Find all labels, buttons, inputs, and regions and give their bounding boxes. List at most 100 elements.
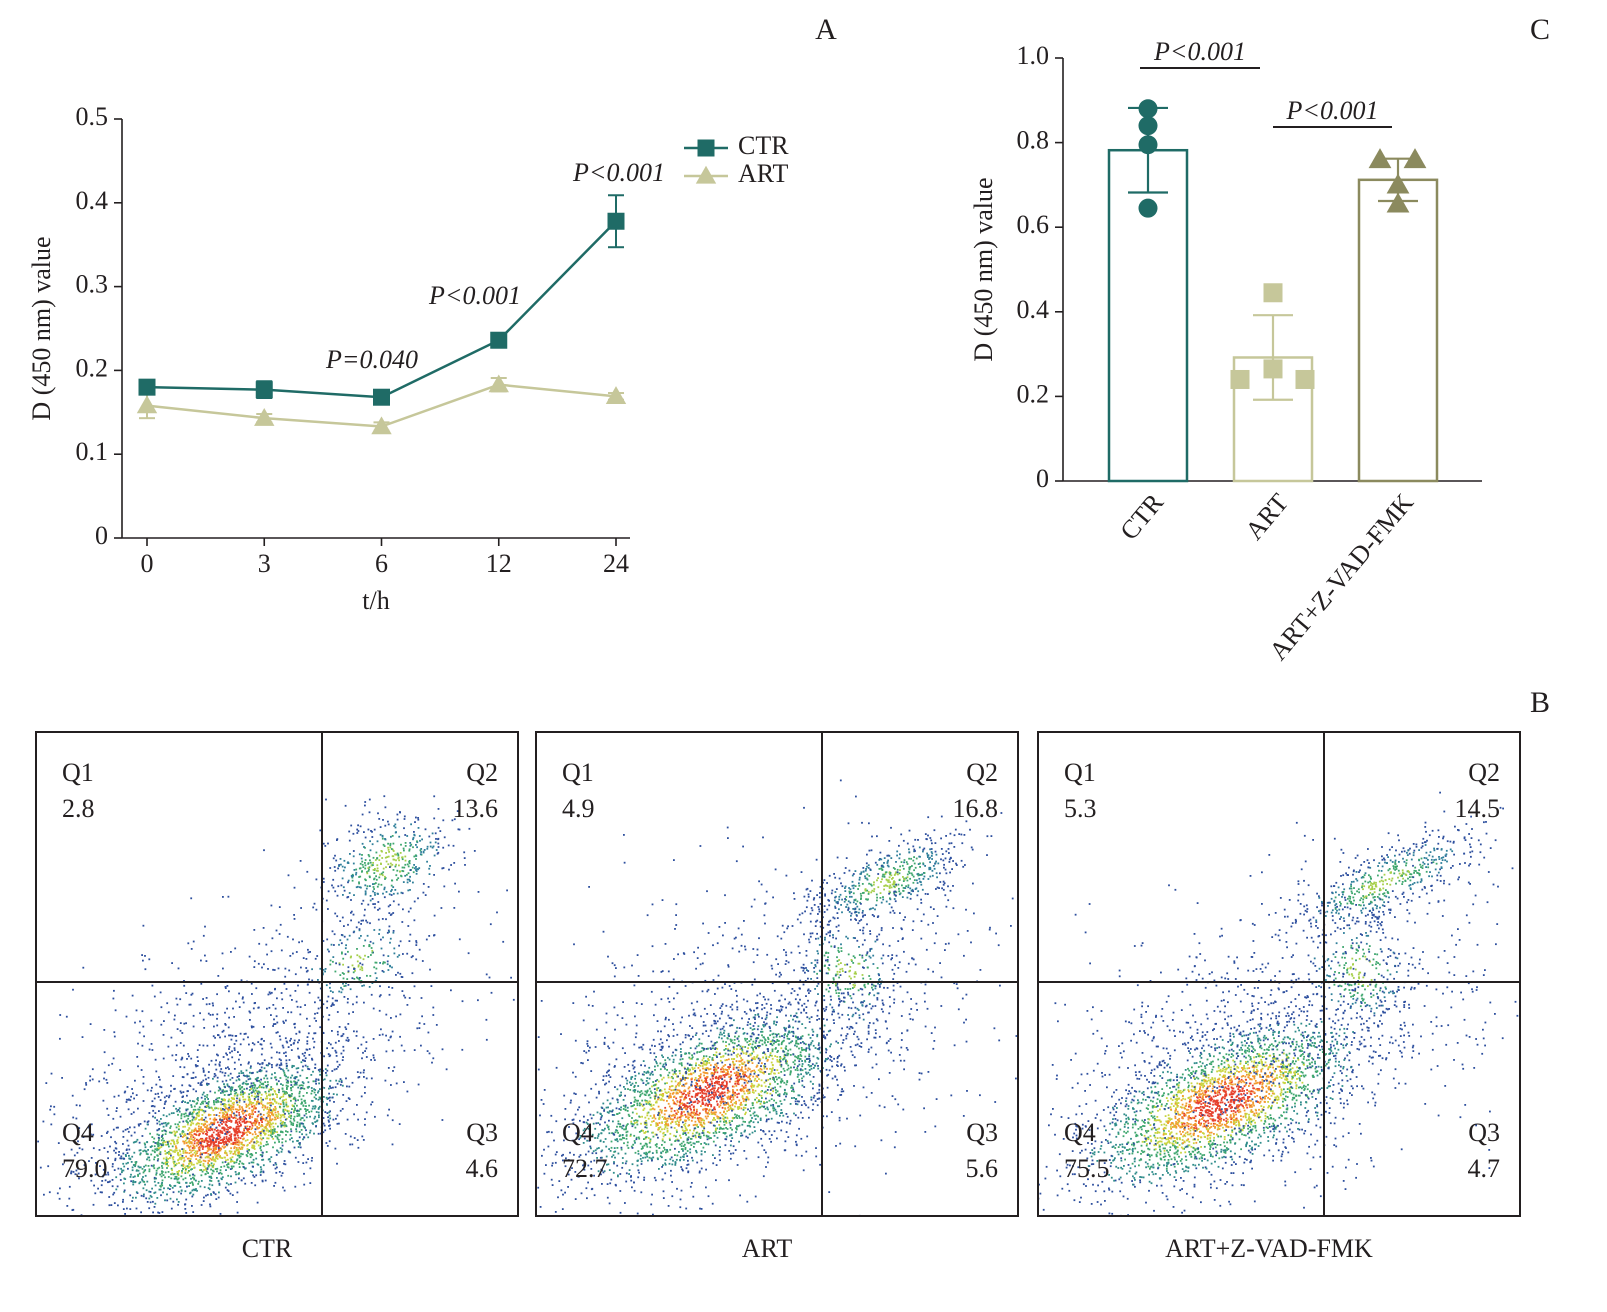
dot (310, 1092, 313, 1095)
dot (196, 1152, 198, 1155)
dot (496, 911, 498, 914)
dot (305, 958, 308, 960)
dot (148, 1159, 151, 1162)
dot (314, 957, 317, 960)
dot (233, 1068, 236, 1070)
dot (245, 1103, 248, 1106)
dot (830, 1043, 832, 1046)
dot (591, 1133, 594, 1136)
dot (334, 970, 337, 973)
dot (191, 1134, 194, 1137)
dot (397, 877, 400, 880)
dot (130, 1161, 133, 1163)
dot (350, 911, 352, 914)
dot (274, 1116, 276, 1119)
dot (229, 1192, 232, 1195)
dot (143, 1142, 146, 1145)
dot (377, 909, 379, 911)
dot (205, 1151, 208, 1154)
dot (697, 1099, 700, 1102)
dot (189, 1124, 192, 1127)
dot (256, 1115, 259, 1118)
dot (142, 1025, 145, 1028)
dot (251, 1102, 254, 1104)
dot (372, 886, 375, 888)
dot (233, 1090, 236, 1092)
dot (296, 1109, 299, 1112)
dot (331, 1047, 334, 1049)
dot (352, 971, 355, 974)
dot (376, 864, 379, 867)
dot (384, 806, 387, 809)
dot (407, 889, 410, 892)
dot (387, 855, 390, 858)
dot (302, 1059, 304, 1062)
dot (395, 1015, 397, 1018)
dot (415, 940, 418, 942)
dot (274, 1141, 276, 1144)
dot (285, 1078, 288, 1081)
dot (170, 1090, 172, 1093)
dot (202, 1164, 205, 1167)
dot (387, 969, 390, 971)
dot (738, 1073, 740, 1075)
dot (294, 1080, 296, 1083)
dot (305, 1048, 308, 1051)
dot (225, 1136, 228, 1138)
dot (113, 1095, 116, 1098)
dot (672, 1028, 675, 1031)
dot (239, 1131, 242, 1134)
dot (600, 1150, 603, 1153)
dot (367, 903, 370, 906)
dot (668, 1162, 671, 1165)
dot (285, 1019, 287, 1022)
dot (346, 978, 349, 980)
dot (205, 1106, 208, 1108)
dot (575, 1132, 578, 1135)
dot (201, 1137, 204, 1140)
dot (188, 1084, 191, 1087)
dot (343, 985, 346, 987)
dot (195, 1158, 198, 1160)
dot (93, 1184, 95, 1187)
dot (683, 1130, 685, 1133)
dot (801, 1060, 803, 1062)
dot (98, 1080, 101, 1083)
dot (205, 1102, 208, 1105)
dot (106, 1130, 109, 1133)
dot (656, 1079, 659, 1081)
dot (113, 989, 115, 992)
dot (172, 1200, 175, 1203)
dot (162, 1162, 165, 1165)
dot (195, 1065, 198, 1068)
dot (139, 1123, 142, 1125)
dot (305, 1133, 308, 1136)
dot (661, 1128, 663, 1131)
dot (216, 1017, 218, 1020)
dot (391, 879, 393, 882)
dot (813, 1067, 815, 1069)
dot (627, 1063, 630, 1066)
dot (219, 1129, 222, 1132)
dot (290, 1011, 293, 1014)
dot (247, 1143, 249, 1146)
dot (135, 1094, 138, 1096)
dot (267, 1064, 269, 1067)
dot (362, 1036, 365, 1039)
dot (94, 1192, 97, 1195)
dot (251, 1144, 254, 1147)
dot (271, 1118, 274, 1121)
dot (422, 891, 425, 894)
dot (158, 1110, 160, 1112)
dot (392, 842, 395, 845)
dot (343, 996, 346, 998)
dot (70, 1170, 73, 1173)
dot (423, 849, 426, 851)
dot (784, 1140, 787, 1143)
marker (605, 386, 627, 405)
dot (202, 998, 204, 1000)
dot (256, 1092, 259, 1095)
dot (388, 1108, 390, 1111)
dot (399, 972, 402, 975)
dot (193, 1151, 196, 1154)
